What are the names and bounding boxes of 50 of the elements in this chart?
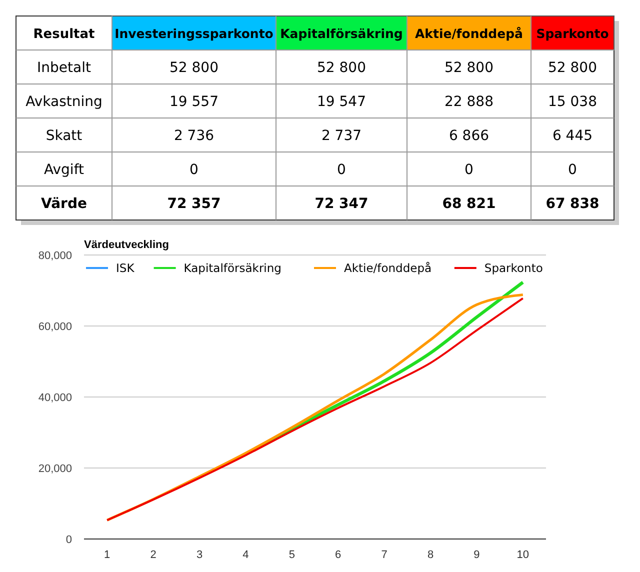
text: 52 800 xyxy=(170,60,218,76)
text: 0 xyxy=(190,162,198,178)
text: 6 866 xyxy=(448,128,490,144)
text: 68 821 xyxy=(442,196,496,212)
y-tick-label: 20,000 xyxy=(38,463,72,475)
x-tick-label: 10 xyxy=(516,549,530,561)
y-tick-label: 60,000 xyxy=(38,321,72,333)
x-tick-label: 9 xyxy=(474,549,480,561)
text: 15 038 xyxy=(548,94,597,110)
text: 72 347 xyxy=(314,196,368,212)
category-label: Sparkonto xyxy=(536,26,610,41)
x-tick-label: 7 xyxy=(381,549,388,561)
x-tick-label: 4 xyxy=(242,549,249,561)
x-tick-label: 6 xyxy=(335,549,342,561)
y-tick-label: 0 xyxy=(66,534,72,546)
legend-label: Aktie/fonddepå xyxy=(344,261,432,275)
category-label: Skatt xyxy=(46,128,82,144)
legend-label: Sparkonto xyxy=(484,261,543,275)
text: 0 xyxy=(337,162,346,178)
category-label: Avkastning xyxy=(26,94,102,110)
x-tick-label: 2 xyxy=(150,549,156,561)
category-label: Kapitalförsäkring xyxy=(280,26,403,41)
text: 52 800 xyxy=(317,60,366,76)
text: 2 737 xyxy=(321,128,362,144)
text: 52 800 xyxy=(548,60,597,76)
category-label: Investeringssparkonto xyxy=(114,26,274,41)
legend-label: ISK xyxy=(116,261,135,275)
x-tick-label: 8 xyxy=(427,549,434,561)
x-tick-label: 5 xyxy=(288,549,295,561)
text: Resultat xyxy=(33,27,95,42)
text: 0 xyxy=(568,162,577,178)
text: 19 547 xyxy=(317,94,366,110)
text: 2 736 xyxy=(174,128,214,144)
y-tick-label: 80,000 xyxy=(38,250,72,262)
text: 52 800 xyxy=(444,60,494,76)
category-label: Värde xyxy=(41,196,87,212)
chart-title: Värdeutveckling xyxy=(84,239,169,251)
legend-label: Kapitalförsäkring xyxy=(184,261,282,275)
text: 6 445 xyxy=(552,128,593,144)
text: 67 838 xyxy=(546,196,600,212)
category-label: Avgift xyxy=(44,162,84,178)
text: 72 357 xyxy=(167,196,221,212)
category-label: Aktie/fonddepå xyxy=(415,26,523,41)
text: 22 888 xyxy=(444,94,494,110)
x-tick-label: 1 xyxy=(104,549,110,561)
y-tick-label: 40,000 xyxy=(38,392,72,404)
x-tick-label: 3 xyxy=(196,549,203,561)
category-label: Inbetalt xyxy=(37,60,91,76)
text: 19 557 xyxy=(170,94,218,110)
text: 0 xyxy=(464,162,474,178)
